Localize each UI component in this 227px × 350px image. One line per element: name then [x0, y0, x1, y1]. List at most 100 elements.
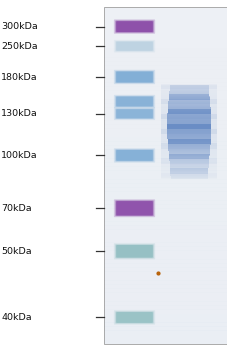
Bar	[103, 74, 226, 78]
Bar	[169, 165, 208, 166]
Bar	[161, 163, 216, 164]
Bar	[103, 175, 226, 180]
Bar	[166, 131, 210, 132]
Bar	[161, 121, 216, 122]
FancyBboxPatch shape	[113, 107, 154, 120]
Bar	[103, 322, 226, 327]
Bar	[161, 150, 216, 151]
Bar	[103, 128, 226, 133]
Bar	[161, 174, 216, 176]
Bar	[103, 78, 226, 83]
Bar	[103, 15, 226, 20]
FancyBboxPatch shape	[116, 312, 152, 323]
Bar	[167, 135, 210, 136]
Bar	[168, 153, 209, 154]
Bar	[161, 99, 216, 100]
Bar	[103, 280, 226, 285]
Bar	[161, 125, 216, 126]
Bar	[103, 36, 226, 41]
Bar	[103, 170, 226, 175]
Bar	[169, 91, 208, 92]
Bar	[103, 208, 226, 213]
Bar	[161, 174, 216, 175]
Bar	[161, 168, 216, 169]
Bar	[161, 128, 216, 130]
Bar	[161, 98, 216, 99]
Bar	[170, 174, 207, 175]
Bar	[103, 23, 226, 28]
Bar	[166, 122, 210, 124]
Bar	[161, 167, 216, 168]
Bar	[161, 177, 216, 178]
Bar	[103, 259, 226, 264]
Bar	[103, 82, 226, 87]
FancyBboxPatch shape	[116, 150, 152, 161]
Bar	[103, 124, 226, 129]
Bar	[161, 142, 216, 144]
Bar	[161, 116, 216, 117]
Bar	[168, 154, 209, 156]
Bar	[103, 314, 226, 318]
Bar	[161, 96, 216, 97]
Bar	[161, 141, 216, 142]
Bar	[167, 112, 210, 113]
FancyBboxPatch shape	[113, 243, 154, 259]
Bar	[161, 176, 216, 177]
Bar	[103, 91, 226, 96]
FancyBboxPatch shape	[113, 95, 154, 108]
FancyBboxPatch shape	[115, 96, 153, 107]
Bar	[161, 152, 216, 153]
Bar	[103, 57, 226, 62]
Bar	[103, 339, 226, 344]
Bar	[166, 118, 210, 119]
Bar	[103, 326, 226, 331]
Bar	[161, 114, 216, 116]
Bar	[166, 129, 210, 131]
Bar	[161, 119, 216, 120]
Text: 40kDa: 40kDa	[1, 313, 32, 322]
Bar	[161, 148, 216, 149]
Bar	[103, 179, 226, 184]
Bar	[167, 144, 210, 145]
Bar	[167, 114, 210, 116]
Bar	[161, 123, 216, 124]
Bar	[161, 122, 216, 123]
Bar	[161, 88, 216, 90]
Bar	[161, 154, 216, 155]
Bar	[170, 178, 207, 179]
Text: 250kDa: 250kDa	[1, 42, 38, 51]
Bar	[103, 276, 226, 281]
Bar	[170, 171, 207, 173]
Bar	[166, 134, 210, 135]
Bar	[168, 93, 208, 94]
Bar	[169, 169, 207, 171]
Bar	[166, 132, 210, 133]
Bar	[168, 96, 209, 98]
Bar	[169, 160, 208, 161]
Bar	[169, 90, 208, 91]
Bar	[168, 94, 208, 96]
Bar	[161, 103, 216, 105]
Bar	[103, 6, 226, 11]
Text: 70kDa: 70kDa	[1, 204, 32, 213]
Bar	[166, 130, 210, 131]
Bar	[166, 133, 210, 134]
Bar	[103, 141, 226, 146]
Bar	[169, 92, 208, 93]
Bar	[103, 217, 226, 222]
Bar	[161, 166, 216, 167]
Bar	[169, 85, 208, 86]
Bar	[169, 168, 207, 170]
Bar	[167, 141, 210, 142]
Bar	[166, 119, 210, 120]
Bar	[169, 164, 208, 165]
Bar	[161, 85, 216, 87]
Bar	[169, 161, 208, 162]
Bar	[161, 149, 216, 150]
Bar	[170, 170, 207, 172]
Bar	[103, 204, 226, 209]
Bar	[103, 293, 226, 297]
Bar	[161, 161, 216, 162]
Bar	[161, 144, 216, 145]
FancyBboxPatch shape	[115, 20, 153, 33]
